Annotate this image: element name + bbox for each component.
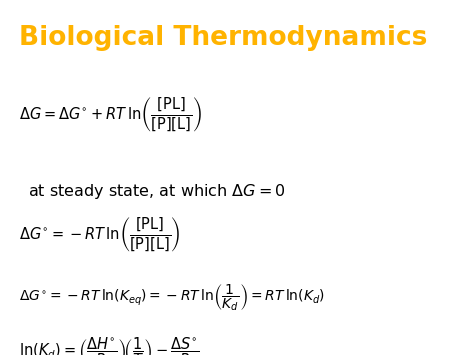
Text: Biological Thermodynamics: Biological Thermodynamics — [19, 25, 428, 51]
Text: at steady state, at which $\Delta G{=}0$: at steady state, at which $\Delta G{=}0$ — [28, 182, 286, 201]
Text: $\Delta G^{\circ} = -RT\,\ln\!\left(K_{eq}\right) = -RT\,\ln\!\left(\dfrac{1}{K_: $\Delta G^{\circ} = -RT\,\ln\!\left(K_{e… — [19, 283, 325, 313]
Text: $\ln\!\left(K_d\right) = \left(\dfrac{\Delta H^{\circ}}{R}\right)\!\left(\dfrac{: $\ln\!\left(K_d\right) = \left(\dfrac{\D… — [19, 335, 200, 355]
Text: $\Delta G^{\circ} = -RT\,\ln\!\left(\dfrac{\mathrm{[PL]}}{\mathrm{[P][L]}}\right: $\Delta G^{\circ} = -RT\,\ln\!\left(\dfr… — [19, 215, 181, 254]
Text: $\Delta G = \Delta G^{\circ} + RT\,\ln\!\left(\dfrac{\mathrm{[PL]}}{\mathrm{[P][: $\Delta G = \Delta G^{\circ} + RT\,\ln\!… — [19, 96, 202, 134]
